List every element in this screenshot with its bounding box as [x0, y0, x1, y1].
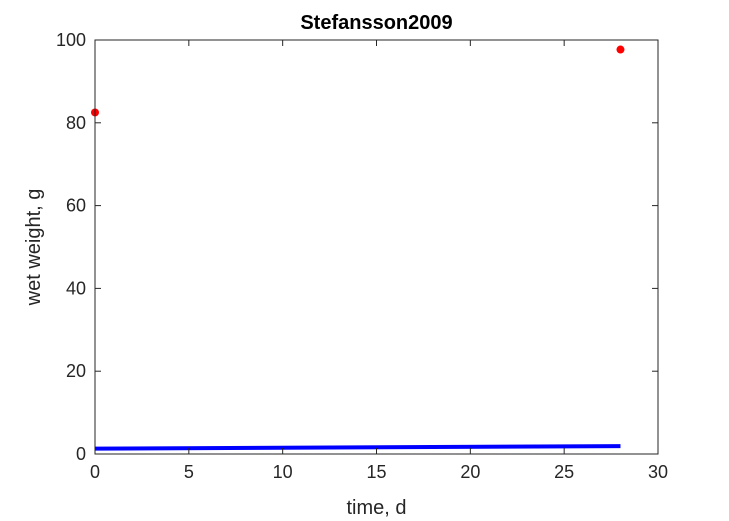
x-tick-label: 15 [366, 462, 386, 482]
x-tick-label: 10 [273, 462, 293, 482]
y-tick-label: 60 [66, 196, 86, 216]
y-axis-title: wet weight, g [23, 189, 45, 307]
x-tick-label: 0 [90, 462, 100, 482]
plot-area [95, 40, 658, 454]
x-tick-label: 25 [554, 462, 574, 482]
axes-layer: 0 5 10 15 20 25 30 0 20 40 60 80 100 [56, 30, 668, 482]
y-tick-label: 20 [66, 361, 86, 381]
series-line [94, 444, 621, 451]
x-tick-label: 5 [184, 462, 194, 482]
x-axis-title: time, d [346, 497, 406, 519]
x-tick-label: 30 [648, 462, 668, 482]
chart-title: Stefansson2009 [300, 12, 452, 34]
y-tick-label: 100 [56, 30, 86, 50]
y-tick-label: 80 [66, 113, 86, 133]
y-tick-label: 40 [66, 278, 86, 298]
data-point [616, 45, 625, 54]
x-tick-label: 20 [460, 462, 480, 482]
y-tick-label: 0 [76, 444, 86, 464]
